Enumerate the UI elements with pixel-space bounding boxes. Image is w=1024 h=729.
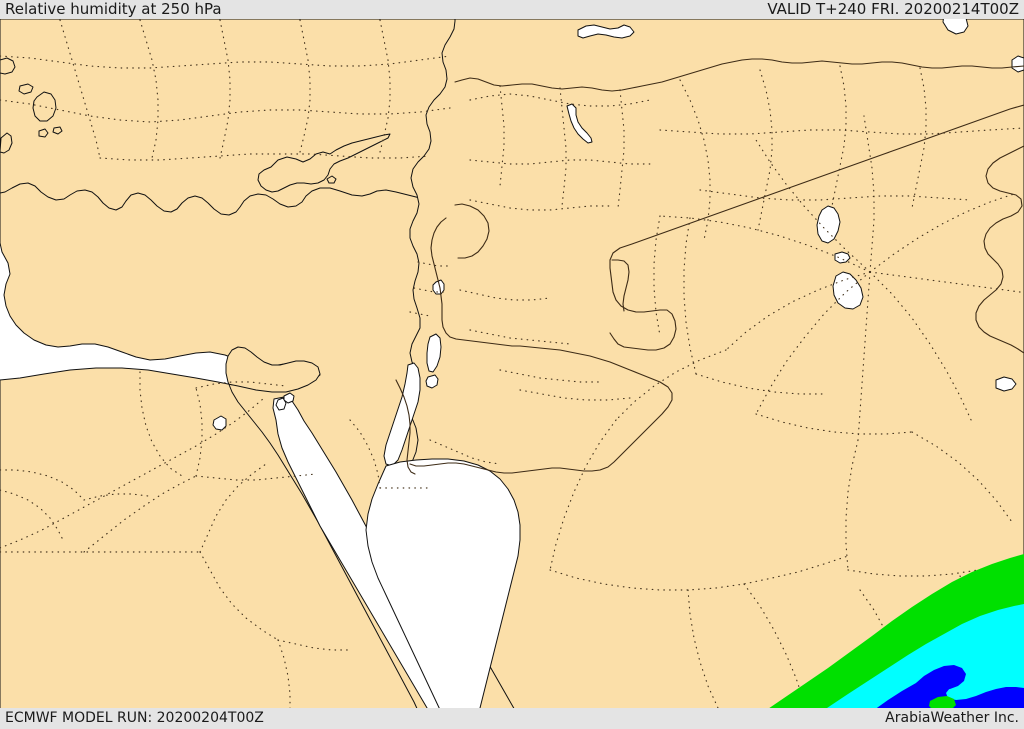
island-kos — [18, 83, 34, 95]
valid-time-label: VALID T+240 FRI. 20200214T00Z — [767, 0, 1019, 18]
island-small-2 — [52, 126, 63, 135]
header-bar: Relative humidity at 250 hPa VALID T+240… — [0, 0, 1024, 19]
dead-sea — [426, 333, 442, 373]
lake-assad — [566, 103, 593, 144]
lake-inland-4 — [995, 376, 1017, 392]
island-cyprus — [257, 133, 391, 193]
footer-bar: ECMWF MODEL RUN: 20200204T00Z ArabiaWeat… — [0, 708, 1024, 729]
border-turkey-syria — [454, 58, 1024, 92]
attribution-label: ArabiaWeather Inc. — [885, 710, 1019, 726]
coastal-island-1 — [1011, 55, 1024, 73]
landmass-egypt-africa — [0, 346, 425, 729]
island-small-1 — [38, 128, 49, 138]
border-jordan-israel — [430, 217, 513, 347]
lake-inland-2 — [834, 251, 851, 264]
cyprus-cape-notch — [326, 175, 337, 184]
island-rhodes — [32, 91, 57, 122]
admin-borders — [0, 19, 1024, 729]
border-syria-iraq — [609, 104, 1024, 351]
border-lebanon — [454, 203, 490, 259]
island-crete-east — [0, 57, 16, 75]
dead-sea-south-basin — [425, 374, 439, 389]
model-run-label: ECMWF MODEL RUN: 20200204T00Z — [5, 710, 264, 726]
lake-inland-1 — [816, 205, 841, 244]
border-egypt-israel-sinai — [395, 379, 416, 475]
contour-blue-lobe — [916, 665, 966, 690]
national-borders — [395, 58, 1024, 475]
border-jordan-saudi — [409, 345, 673, 474]
lake-inland-6 — [212, 415, 227, 431]
contour-band-cyan — [798, 604, 1024, 729]
border-iraq-iran — [975, 145, 1024, 354]
lake-nasser — [275, 397, 287, 411]
lake-tigris-north — [577, 24, 635, 39]
border-iraq-jordan-tick — [611, 259, 630, 312]
turkey-anatolia — [0, 18, 462, 216]
island-karpathos — [0, 132, 13, 154]
page-title: Relative humidity at 250 hPa — [5, 0, 222, 18]
